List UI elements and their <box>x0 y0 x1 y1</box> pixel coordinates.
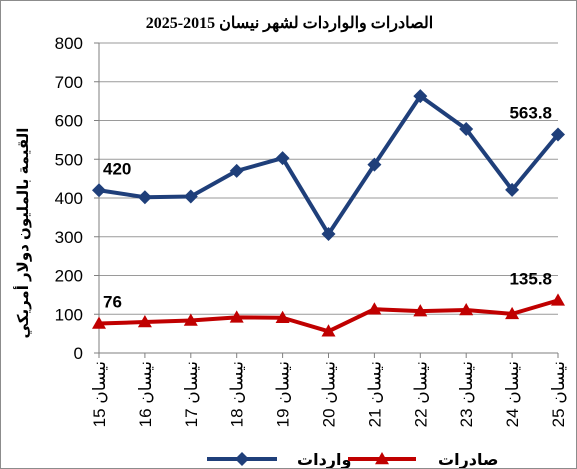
data-label: 135.8 <box>509 269 552 288</box>
legend-label: واردات <box>297 452 351 469</box>
x-tick-labels: نيسان 15 نيسان 16 نيسان 17 نيسان 18 نيسان 19… <box>90 361 568 427</box>
data-point <box>413 304 428 317</box>
legend-label: صادرات <box>438 452 498 469</box>
gridlines <box>99 42 558 315</box>
y-tick-labels: 0 100 200 300 400 500 600 700 800 <box>55 34 83 363</box>
x-tick-label: نيسان 16 <box>136 361 155 427</box>
data-point <box>137 315 152 328</box>
data-point <box>183 189 198 204</box>
data-point <box>375 452 389 465</box>
y-tick-label: 100 <box>55 305 83 324</box>
x-tick-label: نيسان 21 <box>365 361 384 427</box>
y-tick-label: 400 <box>55 189 83 208</box>
data-point <box>92 183 106 198</box>
data-point <box>321 227 336 242</box>
data-point <box>551 293 565 306</box>
data-point <box>505 306 520 320</box>
legend-item-exports: صادرات <box>348 452 498 469</box>
y-tick-label: 500 <box>55 150 83 169</box>
series-imports <box>92 89 565 242</box>
data-point <box>229 310 244 323</box>
data-point <box>92 316 106 329</box>
series-line <box>98 94 560 237</box>
series-group <box>92 89 565 337</box>
x-tick-label: نيسان 22 <box>411 361 430 427</box>
data-labels: 420 563.8 76 135.8 <box>103 104 552 312</box>
x-tick-label: نيسان 15 <box>90 361 109 427</box>
data-label: 76 <box>103 293 122 312</box>
y-tick-label: 300 <box>55 228 83 247</box>
y-tick-label: 0 <box>74 344 83 363</box>
y-tick-label: 600 <box>55 112 83 131</box>
y-tick-label: 200 <box>55 267 83 286</box>
data-point <box>183 313 198 326</box>
data-label: 420 <box>103 159 131 178</box>
x-tick-label: نيسان 18 <box>228 361 247 427</box>
data-point <box>551 127 565 142</box>
data-point <box>235 452 249 466</box>
data-point <box>413 89 428 104</box>
y-tick-label: 700 <box>55 73 83 92</box>
legend: واردات صادرات <box>207 452 498 469</box>
data-point <box>275 151 290 166</box>
y-tick-label: 800 <box>55 34 83 53</box>
data-point <box>459 302 474 316</box>
data-point <box>321 324 336 337</box>
chart-title: الصادرات والواردات لشهر نيسان 2015-2025 <box>145 15 434 32</box>
x-tick-label: نيسان 20 <box>320 361 339 427</box>
data-point <box>505 182 520 197</box>
data-point <box>275 310 290 323</box>
x-tick-label: نيسان 23 <box>457 361 476 427</box>
data-point <box>459 122 474 137</box>
x-tick-label: نيسان 25 <box>549 361 568 427</box>
x-tick-label: نيسان 17 <box>182 361 201 427</box>
legend-item-imports: واردات <box>207 452 351 469</box>
x-tick-label: نيسان 24 <box>503 361 522 427</box>
series-exports <box>92 293 565 337</box>
data-label: 563.8 <box>509 104 552 123</box>
x-tick-label: نيسان 19 <box>274 361 293 427</box>
data-point <box>367 302 382 315</box>
axes <box>94 42 559 358</box>
data-point <box>137 190 152 205</box>
data-point <box>367 157 382 172</box>
data-point <box>229 163 244 178</box>
